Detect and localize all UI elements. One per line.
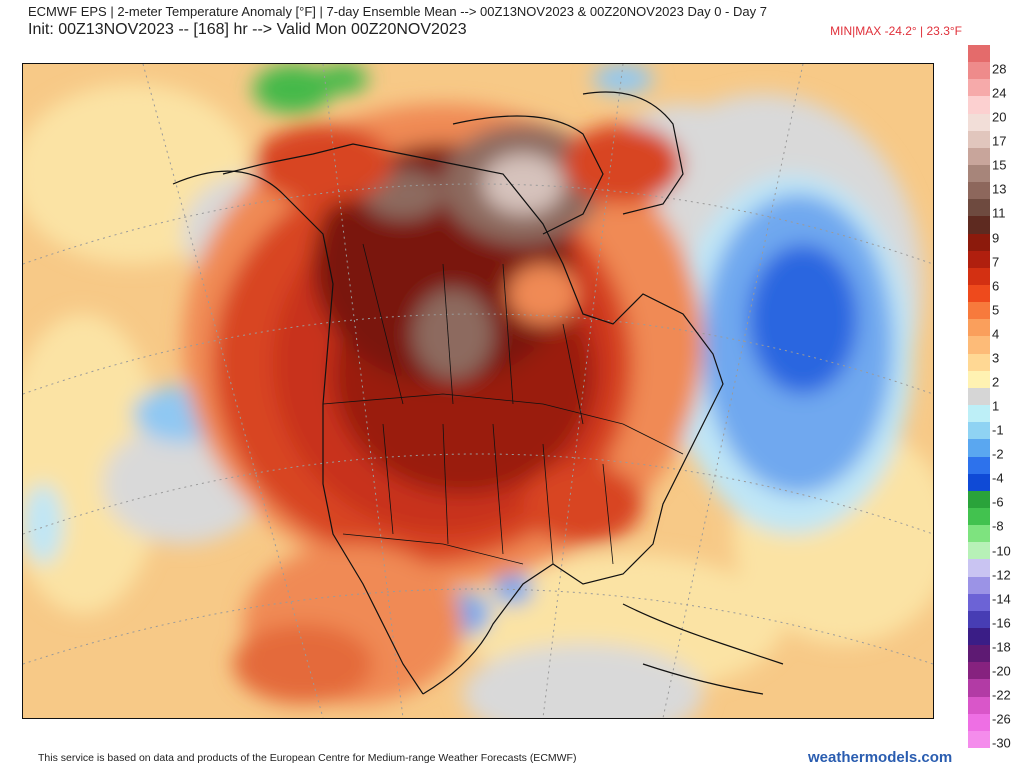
legend-swatch [968, 96, 990, 115]
legend-label: -12 [992, 567, 1011, 583]
legend-swatch [968, 302, 990, 320]
legend-label: 24 [992, 85, 1007, 101]
political-borders [322, 243, 684, 565]
legend-swatch [968, 113, 990, 132]
legend-label: 3 [992, 350, 1000, 366]
legend-label: -22 [992, 687, 1011, 703]
legend-swatch [968, 79, 990, 97]
legend-swatch [968, 336, 990, 355]
legend-swatch [968, 130, 990, 149]
legend-swatch [968, 507, 990, 526]
legend-swatch [968, 593, 990, 612]
legend-swatch [968, 199, 990, 217]
legend-label: 20 [992, 109, 1007, 125]
legend-swatch [968, 267, 990, 286]
legend-swatch [968, 525, 990, 543]
legend-swatch [968, 285, 990, 303]
legend-swatch [968, 233, 990, 252]
legend-label: -6 [992, 494, 1004, 510]
legend-swatch [968, 490, 990, 509]
legend-swatch [968, 662, 990, 680]
legend-swatch [968, 250, 990, 269]
legend-swatch [968, 713, 990, 732]
brand-link[interactable]: weathermodels.com [808, 749, 953, 766]
legend-label: -30 [992, 735, 1011, 751]
legend-swatch [968, 473, 990, 492]
legend-swatch [968, 645, 990, 663]
legend-label: 7 [992, 254, 1000, 270]
legend-label: -10 [992, 543, 1011, 558]
legend-swatch [968, 610, 990, 629]
legend-swatch [968, 370, 990, 389]
legend-label: -4 [992, 470, 1004, 486]
legend-swatch [968, 387, 990, 406]
legend-swatch [968, 405, 990, 423]
anomaly-map [22, 63, 934, 719]
legend-label: -8 [992, 518, 1004, 534]
anomaly-fields [23, 64, 933, 718]
legend-label: 6 [992, 278, 1000, 294]
legend-label: -14 [992, 591, 1011, 607]
legend-swatch [968, 165, 990, 183]
min-max-readout: MIN|MAX -24.2° | 23.3°F [830, 24, 962, 38]
legend-swatch [968, 456, 990, 475]
legend-label: 28 [992, 61, 1007, 77]
legend-swatch [968, 319, 990, 337]
legend-label: 2 [992, 374, 1000, 390]
legend-label: -2 [992, 446, 1004, 462]
legend-swatch [968, 730, 990, 749]
legend-label: -20 [992, 663, 1011, 679]
legend-label: -16 [992, 615, 1011, 631]
legend-swatch [968, 353, 990, 372]
legend-swatch [968, 439, 990, 457]
legend-label: 17 [992, 133, 1007, 149]
map-title: ECMWF EPS | 2-meter Temperature Anomaly … [28, 4, 767, 19]
legend-label: -26 [992, 711, 1011, 727]
legend-label: -1 [992, 422, 1004, 438]
legend-swatch [968, 45, 990, 63]
legend-label: 9 [992, 230, 1000, 246]
legend-swatch [968, 216, 990, 235]
legend-swatch [968, 679, 990, 698]
legend-label: 4 [992, 326, 1000, 342]
legend-label: 13 [992, 181, 1007, 197]
legend-label: -18 [992, 639, 1011, 655]
color-legend: 28 24 20 17 15 13 11 9 7 6 5 4 3 2 1 -1 -2 -4 -6 -8 -10 -12 -1… [968, 45, 1011, 751]
legend-swatch [968, 62, 990, 80]
ecmwf-disclaimer: This service is based on data and produc… [38, 752, 577, 764]
legend-swatch [968, 422, 990, 440]
map-subtitle: Init: 00Z13NOV2023 -- [168] hr --> Valid… [28, 21, 467, 38]
legend-swatch [968, 182, 990, 200]
legend-swatch [968, 627, 990, 646]
legend-swatch [968, 559, 990, 578]
legend-label: 11 [992, 205, 1006, 221]
legend-swatch [968, 542, 990, 560]
legend-swatch [968, 696, 990, 715]
legend-label: 5 [992, 302, 1000, 318]
graticule [23, 64, 933, 718]
legend-swatch [968, 147, 990, 166]
legend-swatch [968, 576, 990, 595]
legend-label: 1 [992, 398, 1000, 414]
coastlines [172, 91, 784, 695]
legend-label: 15 [992, 157, 1007, 173]
